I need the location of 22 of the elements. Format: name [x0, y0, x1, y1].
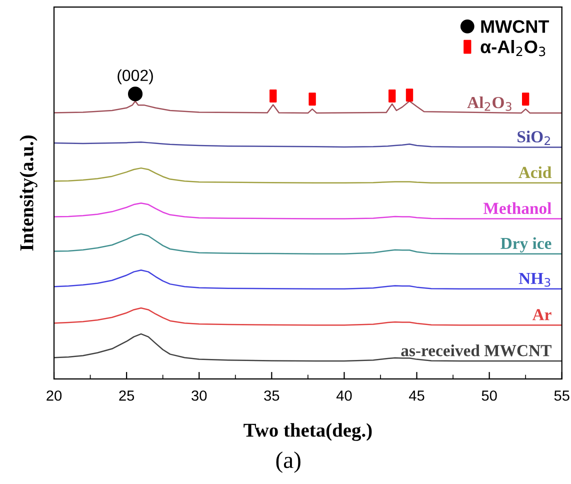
legend-label: α-Al$_{2}$O$_{3}$	[480, 40, 546, 56]
x-tick-label: 55	[554, 390, 570, 401]
series-label: Dry ice	[500, 237, 552, 252]
x-tick-label: 25	[119, 390, 134, 401]
series-label: SiO$_{2}$	[518, 130, 550, 145]
y-axis-title: Intensity(a.u.)	[20, 136, 38, 251]
series-label: Al$_{2}$O$_{3}$	[467, 96, 512, 111]
series-label: Methanol	[483, 202, 552, 214]
series-label: Ar	[532, 309, 552, 320]
x-tick-label: 35	[264, 390, 280, 401]
text: (a)	[276, 452, 300, 473]
x-tick-label: 45	[408, 390, 424, 401]
annotation: (002)	[118, 69, 153, 84]
x-axis-title: Two theta(deg.)	[244, 423, 372, 441]
x-tick-label: 20	[46, 390, 62, 401]
x-tick-label: 30	[192, 390, 207, 401]
series-label: Acid	[518, 166, 552, 178]
series-label: as-received MWCNT	[401, 344, 552, 356]
legend-label: MWCNT	[481, 20, 550, 33]
x-tick-label: 50	[482, 390, 497, 401]
x-tick-label: 40	[336, 390, 352, 401]
series-label: NH$_{3}$	[518, 272, 550, 287]
